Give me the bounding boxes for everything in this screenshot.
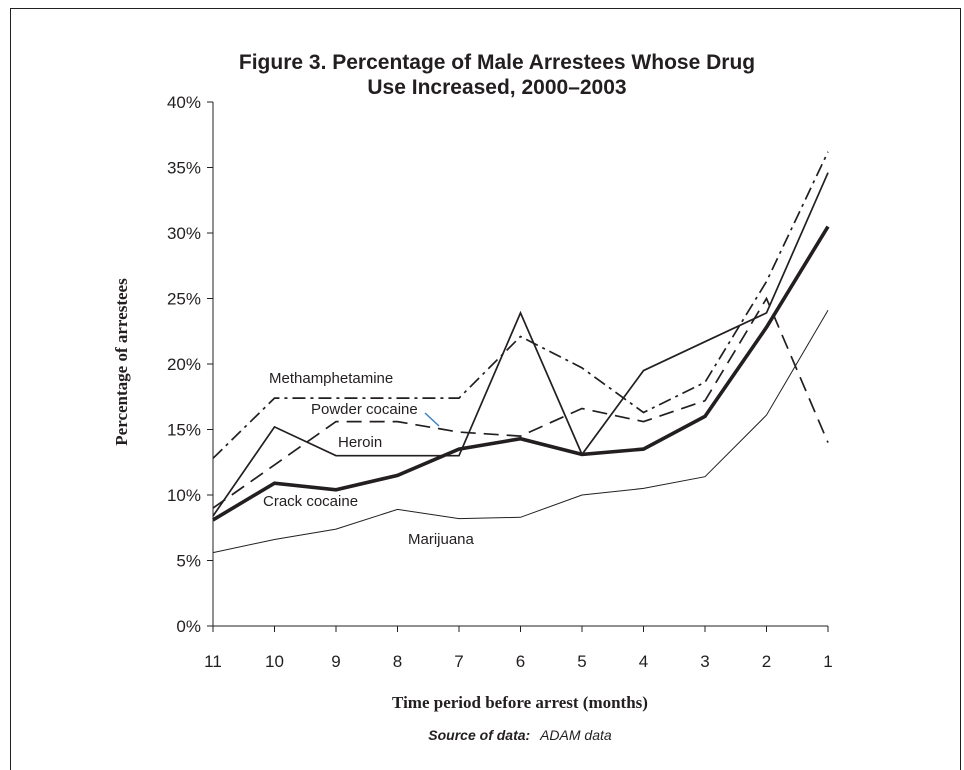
y-tick-label: 15% [167, 421, 201, 440]
series-label-crack-cocaine: Crack cocaine [263, 493, 358, 510]
series-line-marijuana [213, 310, 828, 552]
y-tick-label: 30% [167, 224, 201, 243]
chart-title-line-2: Use Increased, 2000–2003 [367, 76, 626, 99]
x-tick-label: 6 [516, 652, 525, 671]
series-labels: Methamphetamine Powder cocaine Heroin Crack… [263, 370, 475, 548]
y-tick-label: 35% [167, 159, 201, 178]
series-label-heroin: Heroin [338, 434, 382, 451]
x-tick-label: 5 [577, 652, 586, 671]
y-tick-label: 40% [167, 93, 201, 112]
source-note: Source of data: ADAM data [428, 727, 612, 743]
series-line-methamphetamine [213, 152, 828, 459]
powder-cocaine-leader-line [425, 413, 439, 426]
y-tick-label: 0% [176, 617, 201, 636]
y-tick-label: 25% [167, 290, 201, 309]
x-tick-label: 8 [393, 652, 402, 671]
x-tick-label: 7 [454, 652, 463, 671]
x-tick-label: 4 [639, 652, 648, 671]
series-line-heroin [213, 173, 828, 516]
chart-title-line-1: Figure 3. Percentage of Male Arrestees W… [239, 51, 755, 74]
series-label-methamphetamine: Methamphetamine [269, 370, 393, 387]
series-label-powder-cocaine: Powder cocaine [311, 401, 418, 418]
y-axis-label: Percentage of arrestees [112, 278, 131, 446]
source-label: Source of data: [428, 727, 530, 743]
x-tick-label: 10 [265, 652, 284, 671]
x-axis-label: Time period before arrest (months) [392, 693, 648, 712]
series-label-marijuana: Marijuana [408, 531, 475, 548]
x-tick-label: 3 [700, 652, 709, 671]
y-tick-label: 5% [176, 552, 201, 571]
source-text: ADAM data [539, 727, 612, 743]
x-axis: 11 10 9 8 7 6 5 4 3 2 1 [204, 626, 833, 671]
series-line-powder-cocaine [213, 299, 828, 509]
x-tick-label: 9 [331, 652, 340, 671]
y-tick-label: 10% [167, 486, 201, 505]
x-tick-label: 1 [823, 652, 832, 671]
x-tick-label: 11 [204, 652, 222, 671]
y-tick-label: 20% [167, 355, 201, 374]
y-axis: 0% 5% 10% 15% 20% 25% 30% 35% 40% [167, 93, 213, 636]
x-tick-label: 2 [762, 652, 771, 671]
